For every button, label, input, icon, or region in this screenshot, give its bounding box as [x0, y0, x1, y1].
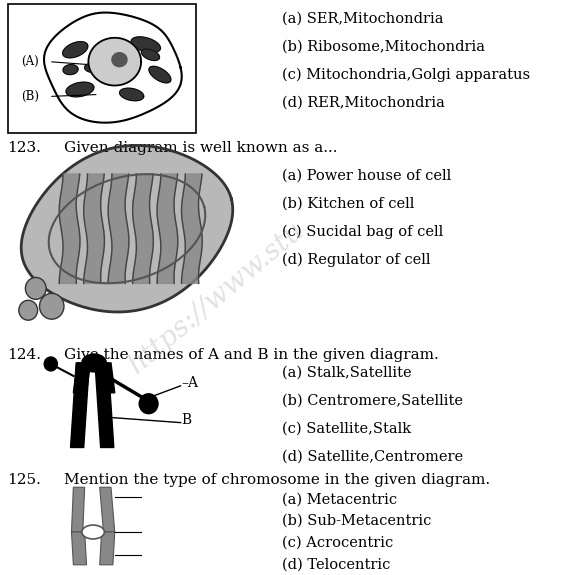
Text: (a) Metacentric: (a) Metacentric: [282, 492, 397, 506]
Polygon shape: [59, 174, 80, 283]
Polygon shape: [70, 363, 89, 447]
Text: (a) Stalk,Satellite: (a) Stalk,Satellite: [282, 366, 412, 380]
Text: 125.: 125.: [7, 473, 41, 488]
Text: https://www.stu: https://www.stu: [123, 217, 309, 380]
Polygon shape: [142, 49, 160, 60]
Text: (a) SER,Mitochondria: (a) SER,Mitochondria: [282, 12, 444, 26]
Text: (B): (B): [21, 90, 39, 103]
Text: (a) Power house of cell: (a) Power house of cell: [282, 169, 452, 183]
Polygon shape: [63, 41, 88, 58]
Polygon shape: [95, 363, 114, 447]
Polygon shape: [44, 13, 181, 122]
Text: (d) Telocentric: (d) Telocentric: [282, 558, 391, 572]
Text: B: B: [181, 413, 192, 427]
Polygon shape: [108, 174, 129, 283]
Polygon shape: [89, 38, 141, 86]
Polygon shape: [112, 53, 127, 67]
Circle shape: [139, 394, 158, 413]
Polygon shape: [71, 532, 86, 565]
Text: –A: –A: [181, 376, 199, 390]
Text: (b) Sub-Metacentric: (b) Sub-Metacentric: [282, 514, 431, 528]
Polygon shape: [66, 82, 94, 97]
Text: (b) Centromere,Satellite: (b) Centromere,Satellite: [282, 394, 463, 408]
Text: Give the names of A and B in the given diagram.: Give the names of A and B in the given d…: [64, 348, 439, 362]
Polygon shape: [120, 88, 144, 101]
Circle shape: [44, 357, 58, 371]
Text: (c) Mitochondria,Golgi apparatus: (c) Mitochondria,Golgi apparatus: [282, 68, 530, 82]
Polygon shape: [98, 363, 115, 393]
Circle shape: [25, 278, 46, 300]
Polygon shape: [100, 487, 115, 532]
Text: (A): (A): [21, 55, 39, 68]
Polygon shape: [181, 174, 202, 283]
Text: Given diagram is well known as a...: Given diagram is well known as a...: [64, 141, 338, 155]
Polygon shape: [157, 174, 178, 283]
FancyBboxPatch shape: [7, 4, 196, 133]
Circle shape: [40, 293, 64, 319]
Text: (d) RER,Mitochondria: (d) RER,Mitochondria: [282, 95, 445, 109]
Polygon shape: [63, 64, 78, 75]
Polygon shape: [149, 66, 171, 83]
Text: (c) Satellite,Stalk: (c) Satellite,Stalk: [282, 421, 411, 436]
Polygon shape: [85, 63, 104, 72]
Polygon shape: [21, 145, 233, 312]
Ellipse shape: [82, 525, 104, 539]
Text: (c) Sucidal bag of cell: (c) Sucidal bag of cell: [282, 225, 444, 239]
Text: (d) Satellite,Centromere: (d) Satellite,Centromere: [282, 450, 463, 463]
Ellipse shape: [82, 354, 107, 372]
Text: Mention the type of chromosome in the given diagram.: Mention the type of chromosome in the gi…: [64, 473, 490, 488]
Polygon shape: [131, 37, 161, 53]
Text: (c) Acrocentric: (c) Acrocentric: [282, 536, 393, 550]
Polygon shape: [73, 363, 90, 393]
Text: (d) Regulator of cell: (d) Regulator of cell: [282, 252, 431, 267]
Polygon shape: [132, 174, 153, 283]
Polygon shape: [71, 487, 85, 532]
Text: 124.: 124.: [7, 348, 41, 362]
Text: (b) Ribosome,Mitochondria: (b) Ribosome,Mitochondria: [282, 40, 485, 54]
Polygon shape: [84, 174, 104, 283]
Text: (b) Kitchen of cell: (b) Kitchen of cell: [282, 197, 415, 211]
Circle shape: [19, 300, 37, 320]
Text: 123.: 123.: [7, 141, 41, 155]
Polygon shape: [100, 532, 115, 565]
